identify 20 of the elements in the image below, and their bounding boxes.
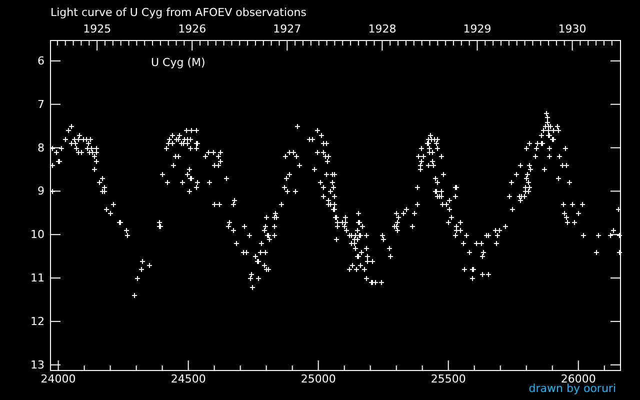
- y-tick-label: 8: [38, 141, 44, 154]
- annotation: U Cyg (M): [151, 56, 206, 69]
- x-tick-label: 25000: [300, 372, 336, 386]
- x2-tick-label: 1929: [463, 22, 492, 36]
- y-tick-label: 7: [38, 98, 44, 111]
- x-tick-label: 24500: [170, 372, 206, 386]
- x2-tick-label: 1925: [83, 22, 112, 36]
- y-tick-label: 9: [38, 184, 44, 198]
- x2-tick-label: 1930: [558, 22, 586, 36]
- y-tick-label: 13: [30, 358, 44, 372]
- y-tick-label: 11: [30, 272, 44, 285]
- x2-tick-label: 1927: [273, 22, 302, 36]
- y-tick-label: 10: [30, 228, 44, 242]
- x-tick-label: 25500: [430, 372, 466, 386]
- x2-tick-label: 1926: [178, 22, 206, 36]
- x2-tick-label: 1928: [368, 22, 396, 36]
- y-tick-label: 6: [38, 54, 44, 68]
- chart-title: Light curve of U Cyg from AFOEV observations: [50, 6, 307, 19]
- x-tick-label: 24000: [40, 372, 76, 386]
- y-tick-label: 12: [30, 314, 44, 328]
